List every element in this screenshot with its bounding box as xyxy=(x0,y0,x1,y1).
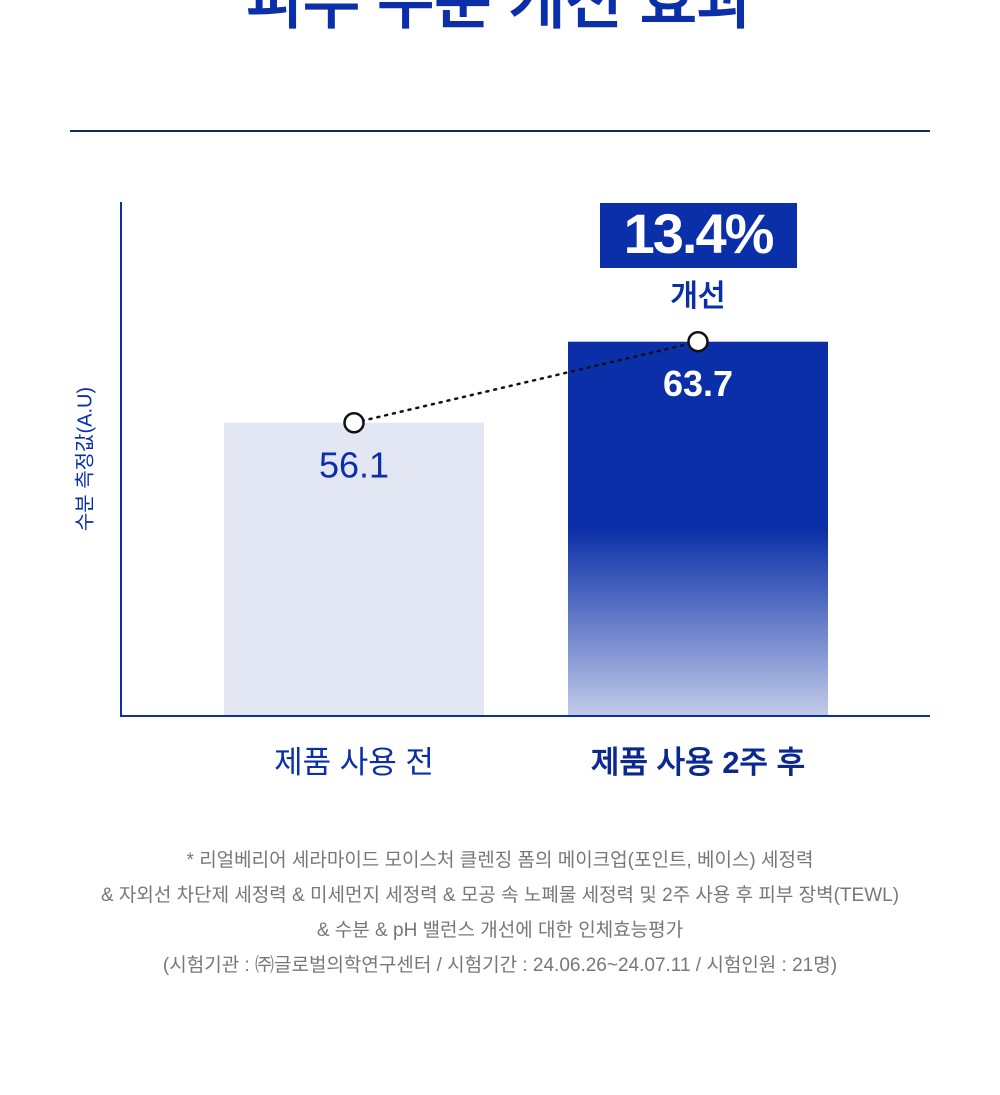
value-label: 56.1 xyxy=(319,444,389,485)
annotation-sub: 개선 xyxy=(670,280,725,313)
y-axis-label: 수분 측정값(A.U) xyxy=(73,387,96,531)
trend-line xyxy=(352,340,700,424)
annotation-box xyxy=(600,203,797,268)
footnote: (시험기관 : ㈜글로벌의학연구센터 / 시험기간 : 24.06.26~24.… xyxy=(163,954,837,976)
point-marker xyxy=(343,411,365,434)
annotation: 13.4% xyxy=(624,202,774,265)
value-label: 63.7 xyxy=(663,363,733,404)
bar xyxy=(568,341,828,716)
x-tick-label: 제품 사용 2주 후 xyxy=(591,745,805,780)
footnote: * 리얼베리어 세라마이드 모이스처 클렌징 폼의 메이크업(포인트, 베이스)… xyxy=(187,849,814,871)
chart-title: 피부 수분 개선 효과 xyxy=(246,0,754,36)
bar xyxy=(224,422,484,716)
x-tick-label: 제품 사용 전 xyxy=(274,745,434,780)
footnote: & 수분 & pH 밸런스 개선에 대한 인체효능평가 xyxy=(317,919,683,941)
point-marker xyxy=(687,330,709,353)
footnote: & 자외선 차단제 세정력 & 미세먼지 세정력 & 모공 속 노폐물 세정력 … xyxy=(101,884,899,906)
